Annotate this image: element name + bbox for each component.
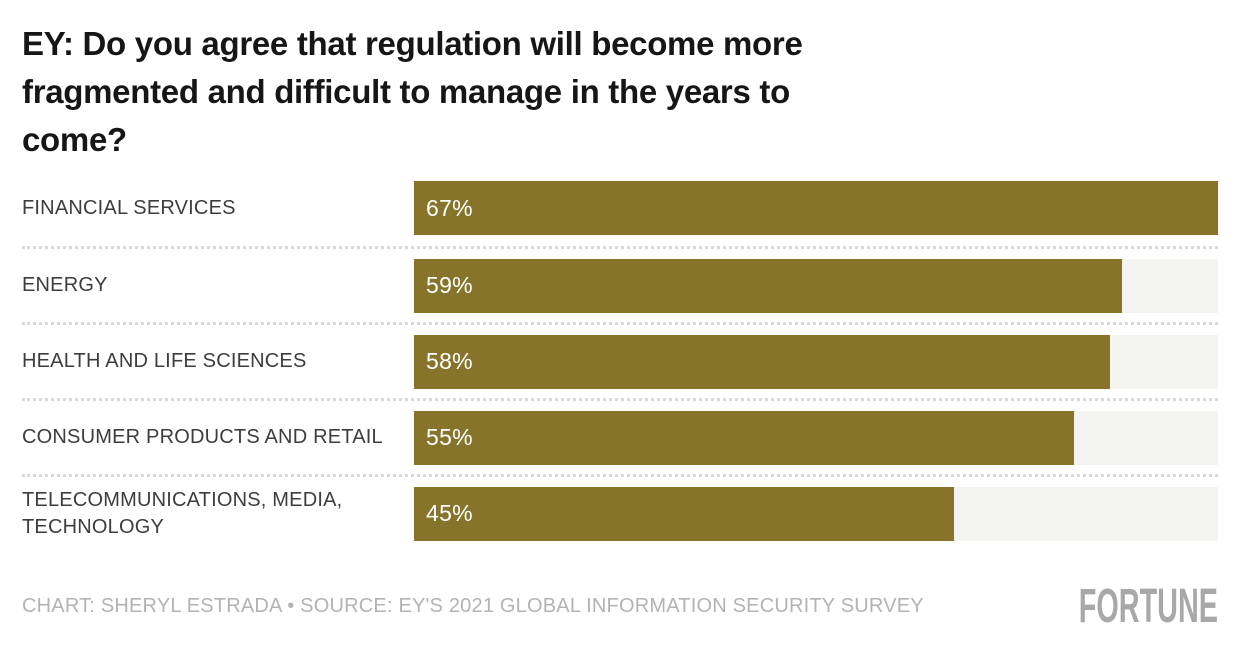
value-label: 67% xyxy=(426,194,473,221)
bar-track: 67% xyxy=(414,181,1218,235)
bar: 55% xyxy=(414,410,1074,465)
chart-title: EY: Do you agree that regulation will be… xyxy=(22,25,803,158)
category-label: ENERGY xyxy=(22,274,108,296)
category-label: FINANCIAL SERVICES xyxy=(22,196,236,219)
chart-credit: CHART: SHERYL ESTRADA • SOURCE: EY'S 202… xyxy=(22,594,924,617)
bar-row: HEALTH AND LIFE SCIENCES 58% xyxy=(22,322,1218,398)
bar-track: 45% xyxy=(414,486,1218,541)
fortune-logo: FORTUNE xyxy=(1078,579,1218,633)
bar-row: CONSUMER PRODUCTS AND RETAIL 55% xyxy=(22,398,1218,474)
bar-row: FINANCIAL SERVICES 67% xyxy=(22,170,1218,246)
bar-chart: FINANCIAL SERVICES 67% ENERGY 59% HEALTH… xyxy=(22,170,1218,550)
bar-track: 55% xyxy=(414,410,1218,465)
bar-row: TELECOMMUNICATIONS, MEDIA, TECHNOLOGY 45… xyxy=(22,474,1218,550)
bar: 45% xyxy=(414,486,954,541)
value-label: 58% xyxy=(426,348,473,374)
bar: 58% xyxy=(414,334,1110,389)
value-label: 59% xyxy=(426,272,473,298)
chart-footer: CHART: SHERYL ESTRADA • SOURCE: EY'S 202… xyxy=(22,580,1218,633)
bar-row: ENERGY 59% xyxy=(22,246,1218,322)
bar: 67% xyxy=(414,181,1218,235)
value-label: 55% xyxy=(426,424,473,450)
bar-track: 59% xyxy=(414,258,1218,313)
bar-track: 58% xyxy=(414,334,1218,389)
category-label: TELECOMMUNICATIONS, MEDIA, TECHNOLOGY xyxy=(22,488,343,538)
category-label: HEALTH AND LIFE SCIENCES xyxy=(22,350,307,372)
bar: 59% xyxy=(414,258,1122,313)
value-label: 45% xyxy=(426,500,473,526)
category-label: CONSUMER PRODUCTS AND RETAIL xyxy=(22,426,383,448)
